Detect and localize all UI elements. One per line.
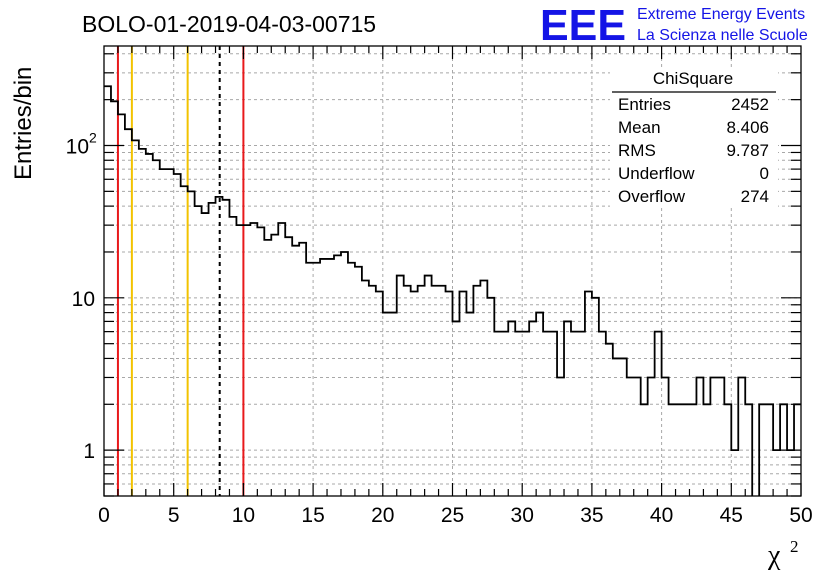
logo-mark: EEE [540,1,626,50]
stats-label-underflow: Underflow [618,164,695,183]
x-axis-label: χ 2 [767,537,799,571]
x-tick-label: 10 [232,504,255,527]
x-axis-label-sup: 2 [790,537,799,556]
x-tick-label: 15 [301,504,324,527]
logo-line-1: Extreme Energy Events [637,6,805,23]
stats-box-bg [610,68,778,208]
y-tick-label: 10 [72,288,95,311]
x-tick-label: 30 [511,504,534,527]
y-axis-label: Entries/bin [10,67,37,180]
stats-value-mean: 8.406 [726,118,769,137]
logo-line-2: La Scienza nelle Scuole [637,27,808,44]
x-tick-labels: 0 5 10 15 20 25 30 35 40 45 50 [98,504,813,527]
y-tick-label: 1 [83,440,95,463]
stats-label-mean: Mean [618,118,661,137]
stats-box: ChiSquare Entries 2452 Mean 8.406 RMS 9.… [610,68,778,208]
y-tick-label-sup: 2 [89,129,97,145]
marker-lines [116,46,245,496]
x-tick-label: 20 [371,504,394,527]
histogram [104,85,801,496]
x-tick-label: 0 [98,504,110,527]
stats-value-entries: 2452 [731,95,769,114]
x-tick-label: 50 [789,504,812,527]
y-tick-label: 10 [66,135,89,158]
stats-value-rms: 9.787 [726,141,769,160]
histogram-outline [104,85,801,496]
eee-logo: EEE Extreme Energy Events La Scienza nel… [540,1,808,50]
stats-value-overflow: 274 [741,187,769,206]
stats-title: ChiSquare [653,69,733,88]
x-axis-label-text: χ [767,540,781,571]
x-tick-label: 40 [650,504,673,527]
x-tick-label: 25 [441,504,464,527]
stats-label-entries: Entries [618,95,671,114]
axis-ticks [103,46,802,497]
x-tick-label: 5 [168,504,180,527]
x-tick-label: 35 [580,504,603,527]
x-tick-label: 45 [720,504,743,527]
stats-value-underflow: 0 [760,164,769,183]
stats-label-rms: RMS [618,141,656,160]
chart-title: BOLO-01-2019-04-03-00715 [82,11,376,37]
stats-label-overflow: Overflow [618,187,686,206]
